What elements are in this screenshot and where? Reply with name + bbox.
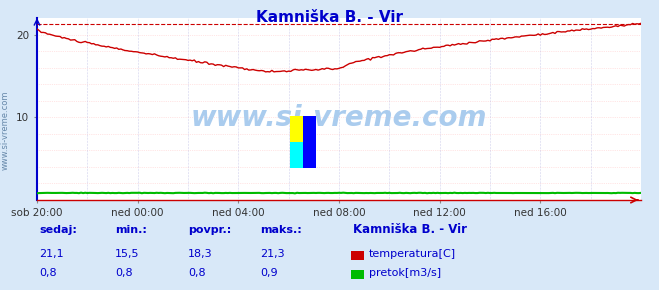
- Text: sedaj:: sedaj:: [40, 225, 77, 235]
- Text: Kamniška B. - Vir: Kamniška B. - Vir: [353, 224, 467, 236]
- Text: 21,3: 21,3: [260, 249, 285, 259]
- Text: 15,5: 15,5: [115, 249, 140, 259]
- Text: min.:: min.:: [115, 225, 147, 235]
- Text: Kamniška B. - Vir: Kamniška B. - Vir: [256, 10, 403, 25]
- Text: 21,1: 21,1: [40, 249, 64, 259]
- Bar: [290, 142, 303, 168]
- Text: 0,8: 0,8: [115, 268, 133, 278]
- Bar: [303, 116, 316, 168]
- Text: www.si-vreme.com: www.si-vreme.com: [1, 91, 10, 170]
- Text: 0,9: 0,9: [260, 268, 278, 278]
- Text: www.si-vreme.com: www.si-vreme.com: [190, 104, 487, 132]
- Text: pretok[m3/s]: pretok[m3/s]: [369, 268, 441, 278]
- Bar: [290, 116, 303, 142]
- Text: 0,8: 0,8: [188, 268, 206, 278]
- Text: 18,3: 18,3: [188, 249, 212, 259]
- Text: maks.:: maks.:: [260, 225, 302, 235]
- Text: 0,8: 0,8: [40, 268, 57, 278]
- Text: povpr.:: povpr.:: [188, 225, 231, 235]
- Text: temperatura[C]: temperatura[C]: [369, 249, 456, 259]
